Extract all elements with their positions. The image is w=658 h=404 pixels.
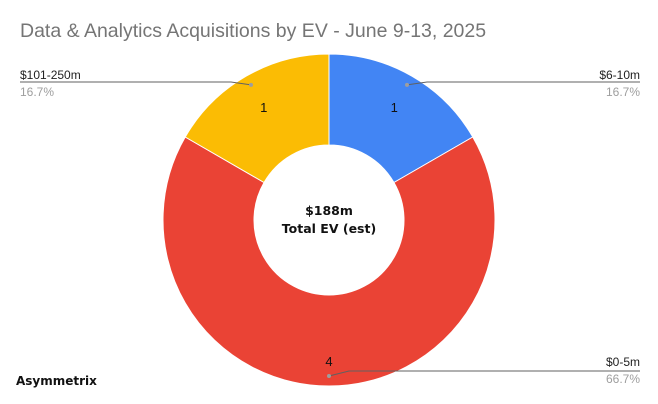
slice-value-0-5m: 4	[325, 354, 332, 369]
slice-value-101-250m: 1	[260, 100, 267, 115]
callout-line-6-10m	[406, 81, 640, 86]
slice-label-0-5m: $0-5m	[606, 355, 640, 369]
donut-slices	[162, 53, 496, 387]
callout-dot-0-5m	[327, 374, 331, 378]
callout-line-0-5m	[328, 370, 640, 377]
slice-101-250m	[184, 53, 330, 184]
slice-percent-0-5m: 66.7%	[606, 372, 640, 386]
center-total-label: Total EV (est)	[282, 221, 376, 236]
brand-watermark: Asymmetrix	[16, 374, 97, 388]
callout-dot-6-10m	[405, 82, 409, 87]
callout-line-101-250m	[20, 81, 252, 86]
slice-label-101-250m: $101-250m	[20, 68, 81, 82]
callout-dot-101-250m	[249, 82, 253, 87]
slice-0-5m	[162, 136, 496, 387]
slice-label-6-10m: $6-10m	[599, 68, 640, 82]
slice-percent-6-10m: 16.7%	[606, 85, 640, 99]
slice-labels: 1 $6-10m 16.7% 4 $0-5m 66.7% 1 $101-250m 16.7%	[20, 68, 640, 386]
slice-value-6-10m: 1	[391, 100, 398, 115]
chart-title: Data & Analytics Acquisitions by EV - Ju…	[20, 20, 486, 42]
slice-6-10m	[328, 53, 474, 184]
center-total-value: $188m	[305, 203, 353, 218]
slice-percent-101-250m: 16.7%	[20, 85, 54, 99]
